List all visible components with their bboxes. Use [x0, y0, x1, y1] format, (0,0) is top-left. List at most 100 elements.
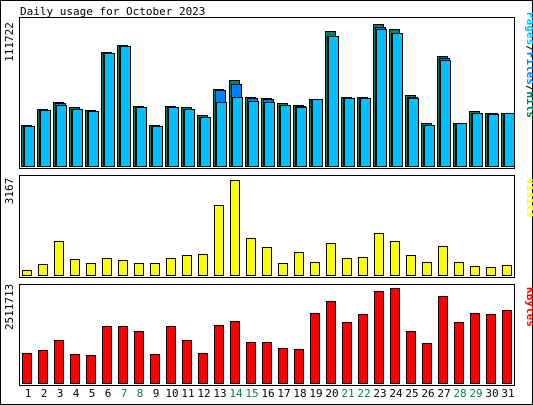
visits-bar	[310, 262, 320, 276]
day-label: 14	[229, 387, 243, 400]
kbytes-bar	[486, 314, 496, 384]
pages-bar	[280, 105, 291, 167]
day-label: 29	[469, 387, 482, 400]
day-label: 21	[341, 387, 354, 400]
day-label: 26	[421, 387, 434, 400]
day-label: 15	[245, 387, 258, 400]
day-label: 25	[405, 387, 418, 400]
day-label: 28	[453, 387, 466, 400]
kbytes-bar	[182, 340, 192, 384]
pages-bar	[40, 110, 51, 167]
kbytes-bar	[502, 310, 512, 384]
pages-bar	[104, 53, 115, 167]
visits-bar	[326, 243, 336, 276]
visits-bar	[214, 205, 224, 276]
kbytes-bar	[246, 342, 256, 384]
kbytes-bar	[294, 349, 304, 384]
label-separator: /	[524, 45, 533, 52]
visits-bar	[150, 263, 160, 276]
kbytes-bar	[342, 322, 352, 384]
kbytes-bar	[38, 350, 48, 384]
pages-label: Pages	[524, 12, 533, 45]
day-label: 9	[153, 387, 160, 400]
pages-bar	[184, 109, 195, 167]
label-separator: /	[524, 85, 533, 92]
day-label: 20	[325, 387, 338, 400]
day-label: 27	[437, 387, 450, 400]
visits-bar	[246, 238, 256, 276]
kbytes-bar	[134, 331, 144, 384]
visits-bar	[502, 265, 512, 276]
day-label: 6	[105, 387, 112, 400]
visits-bar	[134, 263, 144, 276]
visits-bar	[374, 233, 384, 276]
visits-bar	[182, 255, 192, 276]
visits-bar	[342, 258, 352, 276]
pages-bar	[440, 60, 451, 167]
kbytes-bar	[326, 301, 336, 384]
visits-bar	[166, 258, 176, 276]
pages-bar	[216, 102, 227, 167]
visits-bar	[86, 263, 96, 276]
pages-bar	[200, 117, 211, 167]
day-label: 22	[357, 387, 370, 400]
day-label: 31	[501, 387, 514, 400]
kbytes-bar	[310, 313, 320, 384]
visits-max-label: 3167	[3, 178, 16, 205]
visits-bar	[470, 266, 480, 276]
visits-bar	[230, 180, 240, 276]
day-label: 5	[89, 387, 96, 400]
kbytes-bar	[454, 322, 464, 384]
kbytes-bar	[86, 355, 96, 384]
kbytes-max-label: 2511713	[3, 284, 16, 330]
pages-bar	[408, 98, 419, 167]
day-label: 24	[389, 387, 403, 400]
pages-bar	[168, 107, 179, 167]
visits-bar	[422, 262, 432, 276]
visits-bar	[278, 263, 288, 276]
visits-bar	[102, 258, 112, 276]
day-label: 19	[309, 387, 322, 400]
pages-bar	[56, 105, 67, 167]
day-label: 8	[137, 387, 144, 400]
kbytes-bar	[166, 326, 176, 384]
hits-max-label: 111722	[3, 22, 16, 62]
visits-bar	[390, 241, 400, 276]
pages-bar	[72, 109, 83, 167]
visits-bar	[262, 247, 272, 276]
day-label: 12	[197, 387, 210, 400]
pages-bar	[232, 97, 243, 167]
kbytes-bar	[150, 354, 160, 384]
day-label: 11	[181, 387, 194, 400]
pages-bar	[152, 126, 163, 167]
pages-bar	[504, 113, 515, 167]
kbytes-bar	[374, 291, 384, 384]
kbytes-bar	[422, 343, 432, 384]
visits-bar	[38, 264, 48, 276]
kbytes-bar	[470, 313, 480, 384]
pages-bar	[312, 99, 323, 167]
kbytes-bar	[118, 326, 128, 384]
day-label: 30	[485, 387, 498, 400]
kbytes-bar	[22, 353, 32, 384]
pages-bar	[248, 101, 259, 167]
visits-bar	[406, 255, 416, 276]
kbytes-bar	[438, 296, 448, 384]
day-label: 3	[57, 387, 64, 400]
kbytes-bar	[358, 314, 368, 384]
kbytes-bar	[198, 353, 208, 384]
pages-bar	[360, 98, 371, 167]
pages-bar	[456, 123, 467, 167]
kbytes-bar	[278, 348, 288, 384]
kbytes-bar	[54, 340, 64, 384]
visits-bar	[70, 259, 80, 276]
day-labels: 1 2 3 4 5 6 7 8 9 10 11 12 13 14 15 16 17 18 19 20 21 22 23 24 2…	[25, 387, 515, 400]
pages-bar	[424, 125, 435, 167]
visits-axis-label: Visits	[524, 178, 533, 218]
visits-bar	[454, 262, 464, 276]
day-label: 7	[121, 387, 128, 400]
visits-bar	[198, 254, 208, 276]
visits-bar	[438, 246, 448, 276]
pages-bar	[392, 33, 403, 167]
